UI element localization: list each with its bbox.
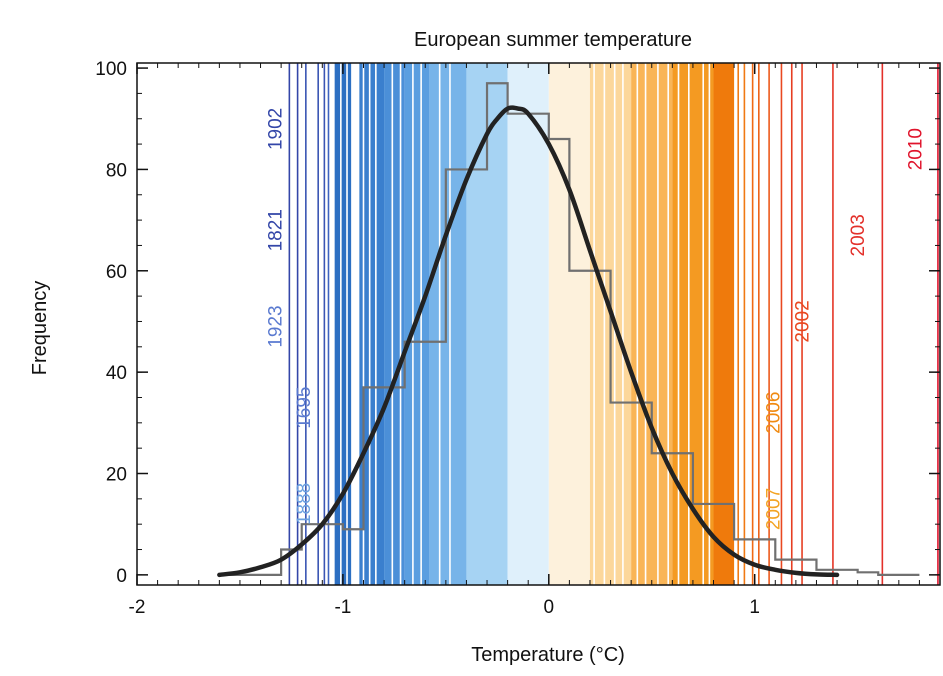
y-tick-label: 60 [106, 262, 127, 283]
chart-title: European summer temperature [414, 29, 692, 51]
year-label: 2007 [764, 488, 785, 530]
x-tick-label: 0 [544, 597, 555, 618]
x-tick-label: 1 [749, 597, 760, 618]
year-label: 2010 [906, 128, 927, 170]
year-label: 1888 [294, 483, 315, 525]
year-labels: 1902 1821 1923 1695 1888 2007 2006 2002 2003 2010 [265, 108, 926, 530]
year-label: 1821 [265, 209, 286, 251]
y-tick-label: 20 [106, 465, 127, 486]
year-label: 1695 [294, 386, 315, 428]
x-axis-title: Temperature (°C) [471, 644, 625, 666]
color-band [429, 63, 467, 585]
color-band [507, 63, 549, 585]
y-tick-label: 80 [106, 160, 127, 181]
year-label: 2003 [848, 214, 869, 256]
year-label: 2002 [792, 300, 813, 342]
background-bands [334, 63, 735, 585]
plot-frame [136, 62, 941, 586]
y-axis-title: Frequency [29, 281, 51, 376]
fit-curve [217, 105, 840, 578]
x-tick-label: -1 [334, 597, 351, 618]
year-label: 1923 [265, 305, 286, 347]
year-lines [288, 63, 939, 585]
color-band [713, 63, 735, 585]
histogram-outline [219, 82, 920, 576]
y-tick-label: 100 [95, 59, 127, 80]
fit-curve-line [217, 105, 840, 578]
y-tick-label: 0 [116, 566, 127, 587]
year-label: 1902 [265, 108, 286, 150]
year-label: 2006 [764, 392, 785, 434]
y-tick-label: 40 [106, 363, 127, 384]
color-band [384, 63, 405, 585]
x-tick-label: -2 [129, 597, 146, 618]
histogram [219, 82, 920, 576]
